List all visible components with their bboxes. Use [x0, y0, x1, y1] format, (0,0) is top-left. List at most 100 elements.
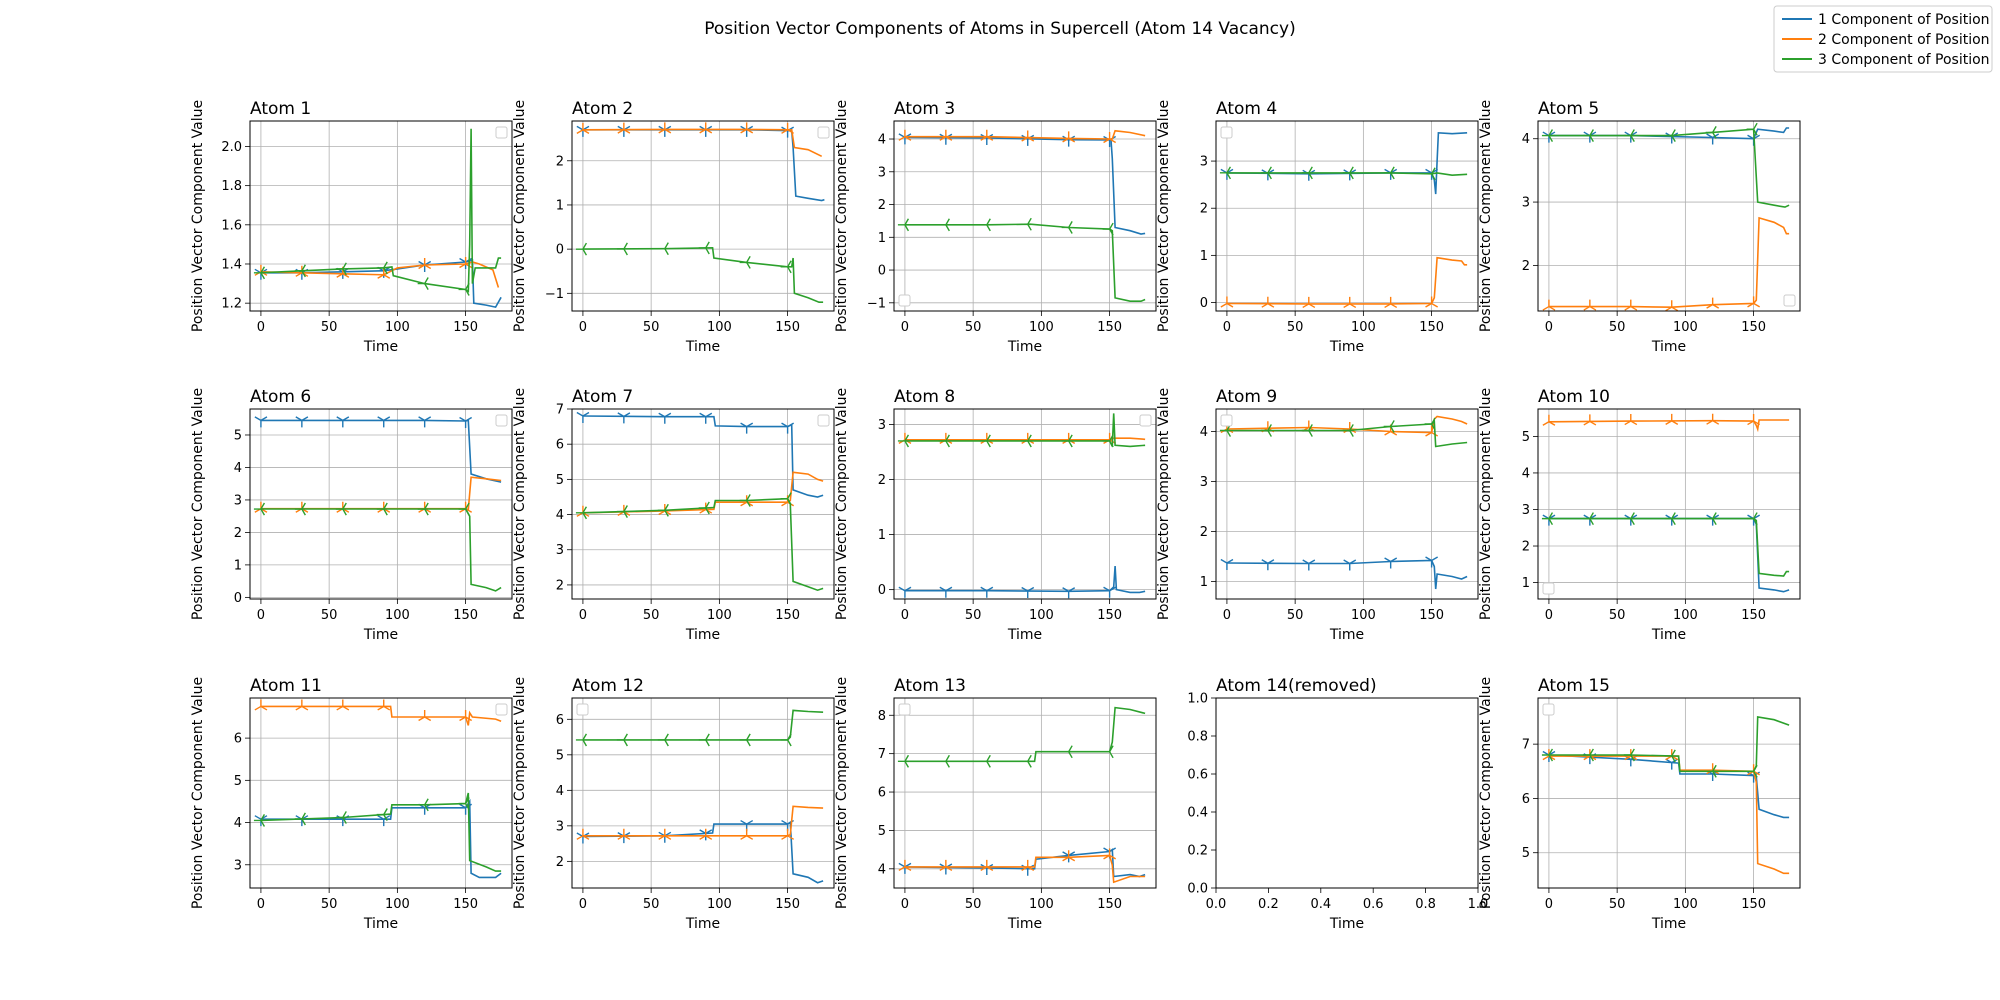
series-marker-3 [616, 505, 628, 518]
y-tick-label: 2 [234, 526, 242, 541]
series-marker-3 [1383, 420, 1395, 433]
legend-entry-2: 2 Component of Position [1782, 32, 1990, 48]
series-marker-3 [1705, 512, 1717, 526]
series-marker-2 [939, 859, 953, 871]
x-axis-label: Time [1651, 339, 1686, 355]
axes-frame [1215, 697, 1479, 889]
x-axis-label: Time [685, 339, 720, 355]
series-marker-3 [1424, 417, 1436, 431]
y-tick-label: 0 [878, 583, 886, 598]
legend-label-2: 2 Component of Position [1818, 32, 1990, 48]
series-marker-2 [617, 122, 631, 134]
x-tick-label: 0.4 [1310, 897, 1331, 912]
subplot-6: Atom 6 0 50 100 150 0 1 2 3 4 5 Time Position Vector… [190, 387, 513, 643]
series-line-1 [1226, 131, 1468, 195]
y-tick-label: 0.8 [1187, 730, 1208, 745]
x-tick-label: 100 [1673, 897, 1698, 912]
series-marker-2 [1384, 296, 1398, 309]
axes-frame [1215, 408, 1479, 600]
x-tick-label: 50 [1287, 608, 1304, 623]
series-marker-2 [459, 710, 473, 722]
series-marker-1 [980, 586, 994, 598]
series-marker-3 [335, 811, 347, 824]
series-line-3 [260, 128, 502, 293]
series-marker-1 [1425, 556, 1439, 568]
series-line-1 [904, 136, 1146, 235]
subplot-8: Atom 8 0 50 100 150 0 1 2 3 Time Position Vector C… [834, 387, 1157, 643]
x-tick-label: 50 [1287, 320, 1304, 335]
subplot-13: Atom 13 0 50 100 150 4 5 6 7 8 Time Position Vector… [834, 676, 1157, 932]
series-marker-3 [1623, 129, 1635, 142]
empty-legend-box [1220, 126, 1233, 139]
y-tick-label: 1.8 [221, 179, 242, 194]
y-tick-label: 1.2 [221, 297, 242, 312]
series-marker-3 [979, 754, 991, 768]
series-marker-2 [980, 129, 994, 141]
x-tick-label: 50 [321, 897, 338, 912]
subplot-title: Atom 11 [250, 676, 322, 696]
subplot-title: Atom 2 [572, 99, 633, 119]
series-marker-3 [1541, 512, 1554, 526]
subplot-12: Atom 12 0 50 100 150 2 3 4 5 6 Time Position Vector… [512, 676, 835, 932]
x-tick-label: 0 [579, 320, 587, 335]
x-tick-label: 0 [1545, 608, 1553, 623]
series-marker-1 [1665, 514, 1679, 526]
series-marker-2 [418, 257, 432, 270]
x-tick-label: 150 [453, 320, 478, 335]
axes-frame [571, 120, 835, 312]
series-marker-1 [1062, 587, 1076, 599]
series-marker-3 [376, 808, 388, 822]
series-marker-3 [294, 812, 306, 826]
series-line-3 [904, 223, 1146, 302]
series-marker-3 [1020, 217, 1032, 231]
series-line-3 [1548, 716, 1790, 773]
series-marker-2 [1583, 414, 1597, 426]
x-tick-label: 50 [321, 320, 338, 335]
series-marker-3 [253, 502, 266, 516]
y-tick-label: 3 [234, 858, 242, 873]
series-marker-2 [418, 501, 432, 513]
series-marker-2 [980, 859, 994, 871]
axes-frame [249, 120, 513, 312]
y-tick-label: 2 [878, 473, 886, 488]
series-marker-1 [295, 815, 309, 827]
series-marker-1 [459, 416, 473, 429]
series-marker-1 [377, 815, 391, 827]
x-tick-label: 0 [901, 608, 909, 623]
x-tick-label: 100 [1673, 608, 1698, 623]
y-tick-label: 2 [556, 855, 564, 870]
series-marker-3 [780, 260, 792, 274]
subplot-10: Atom 10 0 50 100 150 1 2 3 4 5 Time Position Vector… [1478, 387, 1801, 643]
x-tick-label: 0 [901, 320, 909, 335]
y-tick-label: 3 [1200, 475, 1208, 490]
series-marker-2 [295, 699, 309, 711]
x-tick-label: 100 [1351, 608, 1376, 623]
series-marker-1 [576, 411, 590, 424]
x-tick-label: 0 [901, 897, 909, 912]
x-tick-label: 0 [579, 897, 587, 912]
legend-label-3: 3 Component of Position [1818, 52, 1990, 68]
series-marker-3 [1623, 748, 1635, 762]
x-tick-label: 0 [257, 320, 265, 335]
series-marker-3 [417, 277, 429, 290]
y-tick-label: 6 [1522, 792, 1530, 807]
series-marker-1 [617, 412, 631, 424]
y-tick-label: 4 [878, 133, 886, 148]
x-tick-label: 50 [643, 897, 660, 912]
x-axis-label: Time [1007, 916, 1042, 932]
series-marker-2 [377, 699, 391, 711]
y-tick-label: 3 [878, 418, 886, 433]
y-tick-label: 0 [1200, 296, 1208, 311]
series-marker-2 [898, 129, 912, 141]
series-marker-2 [1343, 296, 1357, 309]
series-marker-3 [1664, 749, 1676, 763]
series-marker-2 [1261, 296, 1275, 308]
series-marker-1 [699, 412, 713, 424]
series-marker-2 [658, 122, 672, 134]
series-marker-3 [897, 434, 910, 448]
subplot-title: Atom 12 [572, 676, 644, 696]
y-tick-label: 2 [1522, 259, 1530, 274]
y-tick-label: 7 [1522, 738, 1530, 753]
series-marker-2 [1665, 300, 1679, 312]
axes-frame [1537, 408, 1801, 600]
